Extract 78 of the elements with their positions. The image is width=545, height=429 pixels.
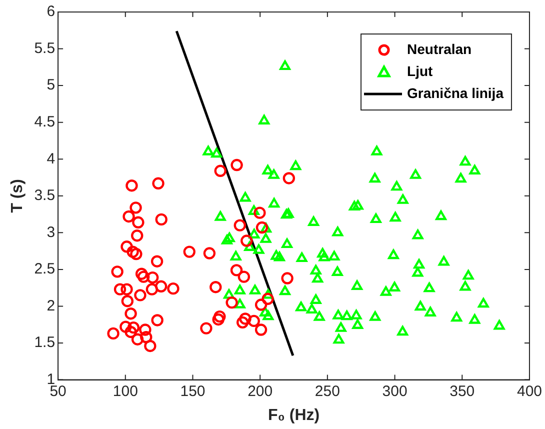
y-tick-label: 1.5 [34, 334, 56, 352]
point [155, 213, 168, 226]
point [214, 310, 226, 323]
legend-label: Ljut [407, 62, 434, 79]
point [122, 210, 135, 223]
y-tick-label: 5.5 [34, 40, 56, 57]
point [120, 320, 132, 333]
point [144, 340, 156, 352]
point [126, 180, 138, 192]
point [131, 333, 144, 346]
x-tick-label: 200 [248, 382, 273, 400]
point [121, 294, 134, 308]
y-tick-label: 2 [46, 297, 56, 314]
point [120, 240, 133, 253]
x-tick-label: 400 [516, 382, 542, 400]
point [239, 312, 252, 325]
point [254, 324, 268, 336]
point [146, 283, 158, 296]
point [210, 281, 222, 294]
point [146, 271, 159, 284]
point [167, 282, 180, 295]
y-axis-title: T (s) [9, 179, 26, 213]
point [203, 247, 216, 260]
y-tick-label: 6 [46, 3, 56, 20]
x-tick-label: 100 [112, 382, 138, 400]
point [134, 289, 146, 302]
point [120, 283, 133, 296]
y-tick-label: 2.5 [34, 260, 56, 278]
x-tick-label: 150 [180, 382, 206, 400]
y-tick-label: 5 [46, 76, 56, 94]
point [132, 216, 144, 228]
point [254, 206, 266, 219]
point [127, 321, 140, 334]
x-tick-label: 250 [314, 382, 340, 400]
y-tick-label: 4.5 [34, 113, 56, 130]
point [124, 307, 137, 320]
point [248, 314, 260, 328]
point [214, 164, 226, 177]
point [126, 246, 139, 258]
point [130, 248, 142, 260]
x-tick-label: 350 [450, 382, 475, 400]
y-tick-label: 4 [46, 150, 56, 168]
point [230, 264, 243, 276]
point [226, 296, 238, 309]
point [111, 266, 124, 278]
point [200, 322, 212, 334]
point [281, 272, 294, 284]
x-axis-title: F₀ (Hz) [268, 406, 320, 424]
point [139, 324, 152, 336]
x-tick-label: 50 [50, 382, 66, 400]
x-tick-label: 300 [382, 382, 408, 400]
point [124, 326, 137, 338]
point [107, 327, 120, 340]
point [212, 313, 224, 326]
point [150, 255, 164, 268]
point [135, 268, 148, 280]
point [282, 172, 296, 184]
point [254, 298, 268, 311]
point [262, 292, 274, 305]
point [256, 221, 268, 234]
point [236, 316, 249, 329]
legend-label: Neutralan [407, 40, 472, 57]
point [137, 270, 150, 283]
point [114, 283, 126, 296]
legend-label: Granična linija [407, 84, 504, 101]
point [130, 202, 142, 214]
point [151, 314, 164, 326]
point [154, 280, 168, 292]
point [230, 158, 243, 172]
point [131, 230, 144, 242]
point [140, 331, 152, 344]
point [183, 246, 196, 258]
point [234, 219, 246, 232]
y-tick-label: 3 [46, 224, 56, 241]
y-tick-label: 3.5 [34, 187, 56, 204]
point [152, 177, 164, 190]
point [238, 270, 250, 283]
point [240, 234, 253, 247]
